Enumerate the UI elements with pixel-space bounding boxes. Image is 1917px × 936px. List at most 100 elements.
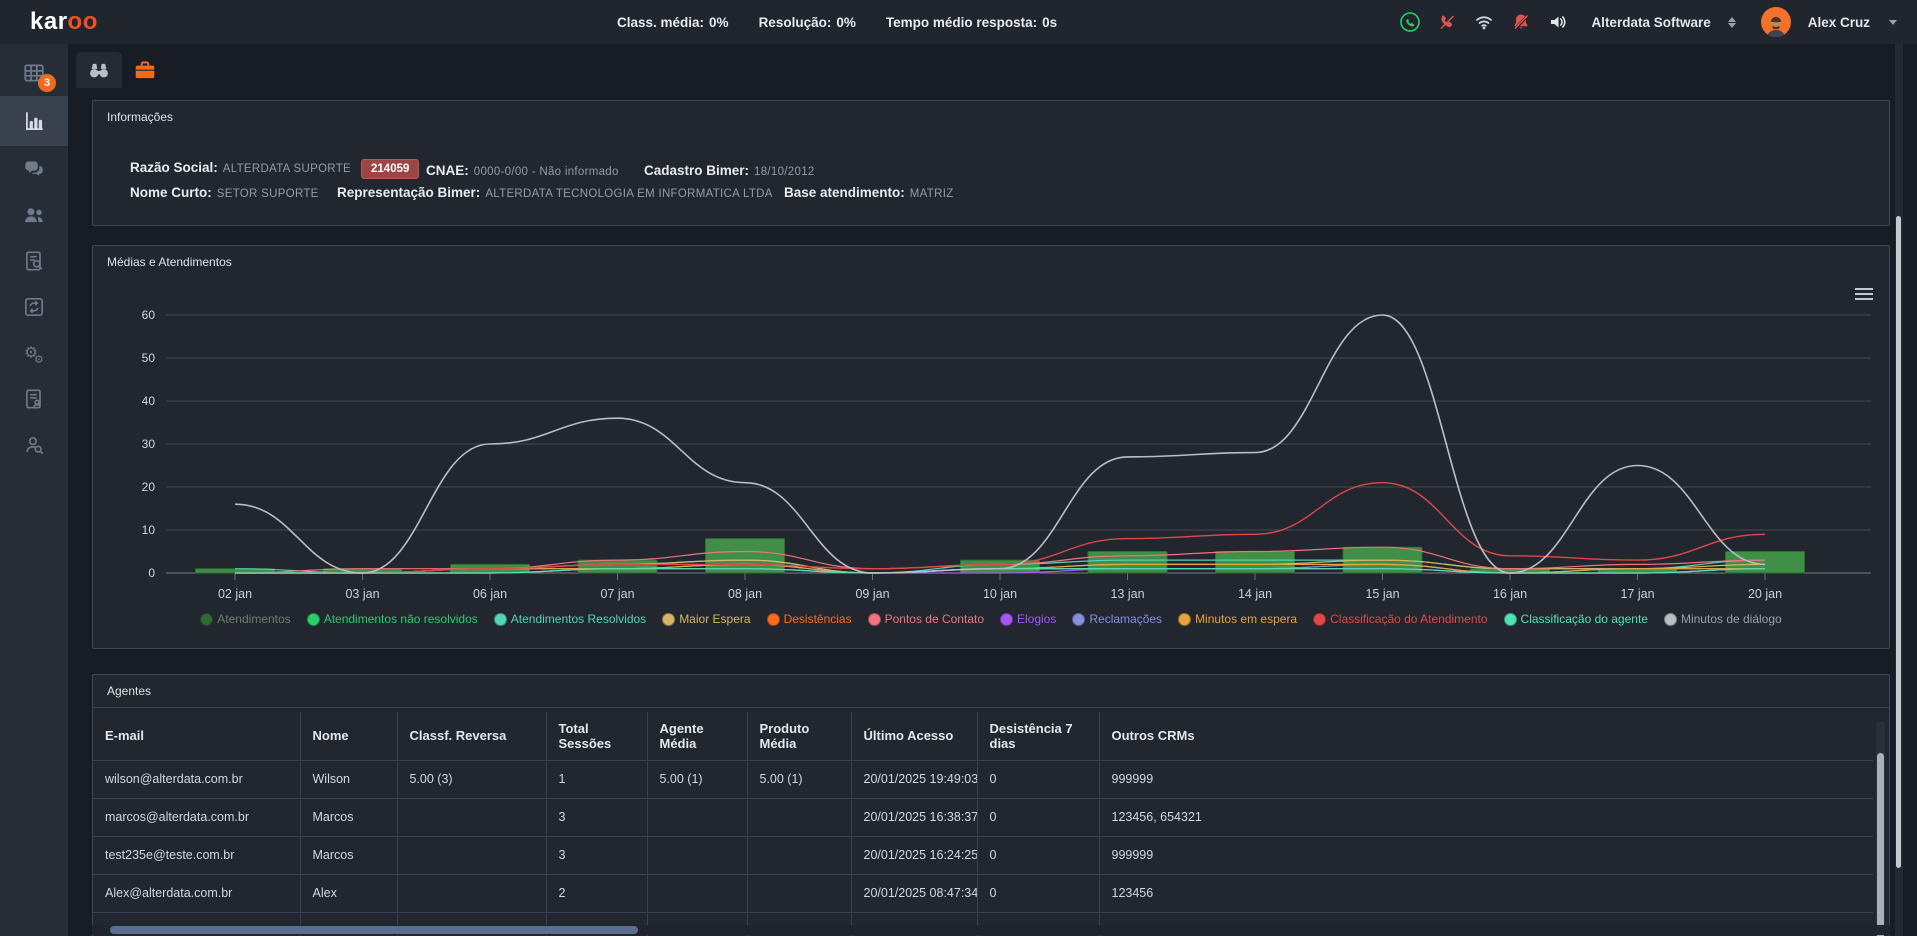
legend-item[interactable]: Maior Espera	[662, 612, 751, 626]
svg-text:0: 0	[148, 566, 155, 580]
legend-item[interactable]: Minutos em espera	[1178, 612, 1297, 626]
chart-svg: 0 10 20 30 40 50 60 02 jan 03 jan 06 jan 07 jan 08 …	[142, 308, 1871, 601]
gears-icon: ⚙⚙	[24, 344, 44, 365]
stat-resolucao: Resolução: 0%	[758, 14, 856, 30]
legend-dot	[200, 612, 214, 626]
info-panel-title: Informações	[107, 110, 174, 124]
legend-dot	[1072, 612, 1086, 626]
table-cell: Wilson	[300, 760, 398, 798]
legend-label: Elogios	[1017, 612, 1057, 626]
table-row[interactable]: wilson@alterdata.com.br Wilson 5.00 (3) 1 5.…	[93, 760, 1873, 798]
legend-label: Reclamações	[1089, 612, 1163, 626]
sidebar-item-user-search[interactable]	[0, 422, 68, 468]
table-cell	[747, 798, 852, 836]
volume-icon[interactable]	[1548, 12, 1568, 32]
sidebar-item-chats[interactable]	[0, 146, 68, 192]
table-row[interactable]: marcos@alterdata.com.br Marcos 3 20/01/2025…	[93, 798, 1873, 836]
svg-text:17 jan: 17 jan	[1620, 587, 1654, 601]
document-search-icon	[26, 251, 43, 271]
phone-off-icon[interactable]	[1437, 12, 1457, 32]
company-selector[interactable]: Alterdata Software	[1591, 14, 1711, 30]
table-cell: Marcos	[300, 836, 398, 874]
table-header-row: E-mail Nome Classf. Reversa Total Sessões Ag…	[93, 712, 1873, 760]
grid-icon	[24, 64, 44, 82]
table-row[interactable]: test235e@teste.com.br Marcos 3 20/01/2025 1…	[93, 836, 1873, 874]
legend-item[interactable]: Atendimentos	[200, 612, 291, 626]
users-icon	[25, 208, 43, 223]
tab-briefcase[interactable]	[122, 52, 168, 88]
legend-label: Atendimentos não resolvidos	[323, 612, 478, 626]
logo-text: kar	[30, 8, 68, 35]
table-row[interactable]: Alex@alterdata.com.br Alex 2 20/01/2025 08:…	[93, 874, 1873, 912]
svg-text:10: 10	[142, 523, 156, 537]
svg-text:40: 40	[142, 394, 156, 408]
legend-item[interactable]: Elogios	[1000, 612, 1056, 626]
svg-text:08 jan: 08 jan	[728, 587, 762, 601]
agents-table: E-mail Nome Classf. Reversa Total Sessões Ag…	[93, 712, 1873, 936]
table-cell: 123456	[1111, 886, 1154, 900]
table-cell	[647, 836, 748, 874]
table-horizontal-scrollbar[interactable]	[110, 926, 638, 934]
column-header: Classf. Reversa	[397, 712, 547, 760]
column-header: Outros CRMs	[1111, 728, 1195, 744]
sidebar-item-document-search[interactable]	[0, 238, 68, 284]
wifi-icon[interactable]	[1474, 12, 1494, 32]
table-cell: 5.00 (3)	[397, 760, 547, 798]
legend-item[interactable]: Classificação do agente	[1503, 612, 1648, 626]
info-panel: Informações Razão Social: ALTERDATA SUPOR…	[92, 100, 1890, 226]
user-menu[interactable]: Alex Cruz	[1807, 14, 1870, 30]
table-vertical-scrollbar[interactable]	[1876, 721, 1885, 936]
stat-class-media: Class. média: 0%	[617, 14, 729, 30]
legend-item[interactable]: Reclamações	[1072, 612, 1162, 626]
svg-text:03 jan: 03 jan	[345, 587, 379, 601]
column-header: E-mail	[93, 712, 301, 760]
legend-label: Minutos de diálogo	[1680, 612, 1782, 626]
column-header: Desistência 7 dias	[977, 712, 1100, 760]
svg-text:14 jan: 14 jan	[1238, 587, 1272, 601]
table-cell: 5.00 (1)	[647, 760, 748, 798]
table-cell: 0	[977, 874, 1100, 912]
header-actions: Alterdata Software Alex Cruz	[1400, 0, 1897, 44]
notifications-off-icon[interactable]	[1511, 12, 1531, 32]
table-cell: wilson@alterdata.com.br	[93, 760, 301, 798]
table-cell: Alex	[300, 874, 398, 912]
sidebar-item-contacts[interactable]	[0, 192, 68, 238]
table-cell: Marcos	[300, 798, 398, 836]
company-selector-chevrons-icon[interactable]	[1727, 16, 1736, 28]
notification-badge: 3	[38, 74, 56, 92]
tab-binoculars[interactable]	[76, 52, 122, 88]
legend-label: Pontos de Contato	[884, 612, 984, 626]
sidebar-item-reports[interactable]	[0, 376, 68, 422]
table-cell: 0	[977, 798, 1100, 836]
legend-item[interactable]: Minutos de diálogo	[1663, 612, 1782, 626]
sidebar-item-sync[interactable]	[0, 284, 68, 330]
table-cell: 20/01/2025 16:24:25	[851, 836, 978, 874]
whatsapp-icon[interactable]	[1400, 12, 1421, 32]
legend-item[interactable]: Classificação do Atendimento	[1313, 612, 1488, 626]
svg-text:30: 30	[142, 437, 156, 451]
chart-menu-icon[interactable]	[1855, 288, 1873, 303]
sidebar-item-settings[interactable]: ⚙ ⚙	[0, 330, 68, 376]
legend-item[interactable]: Atendimentos não resolvidos	[306, 612, 478, 626]
user-menu-chevron-icon[interactable]	[1889, 19, 1897, 25]
sidebar-item-charts[interactable]	[0, 96, 68, 146]
legend-item[interactable]: Desistências	[766, 612, 852, 626]
sidebar-item-grid[interactable]: 3	[0, 50, 68, 96]
table-cell	[747, 874, 852, 912]
table-cell: 5.00 (1)	[747, 760, 852, 798]
page-scrollbar[interactable]	[1896, 216, 1901, 868]
legend-label: Classificação do agente	[1520, 612, 1648, 626]
column-header: Nome	[300, 712, 398, 760]
karoo-logo[interactable]: karoo	[30, 8, 98, 36]
svg-text:02 jan: 02 jan	[218, 587, 252, 601]
legend-dot	[766, 612, 780, 626]
legend-item[interactable]: Atendimentos Resolvidos	[493, 612, 646, 626]
page-scrollbar-track	[1895, 44, 1903, 936]
avatar[interactable]	[1760, 7, 1791, 37]
legend-item[interactable]: Pontos de Contato	[867, 612, 984, 626]
svg-text:10 jan: 10 jan	[983, 587, 1017, 601]
table-cell	[397, 798, 547, 836]
chart-panel: Médias e Atendimentos 0 10 20 30 40 50 60 02 ja…	[92, 245, 1890, 649]
header-stats: Class. média: 0% Resolução: 0% Tempo médio…	[617, 0, 1057, 44]
svg-text:09 jan: 09 jan	[855, 587, 889, 601]
